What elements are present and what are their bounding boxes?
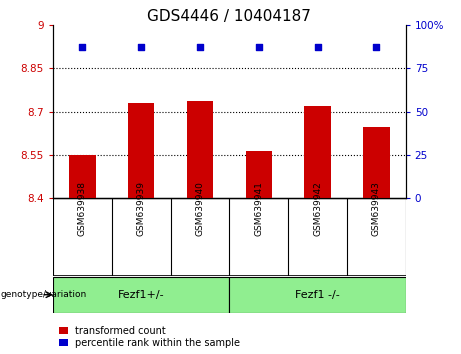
Point (314, 45, 321, 50)
Text: GSM639938: GSM639938 (78, 181, 87, 236)
Bar (229, 277, 406, 313)
Text: GSM639939: GSM639939 (136, 181, 146, 236)
Point (372, 45, 380, 50)
Bar (187, 101, 213, 198)
Legend: transformed count, percentile rank within the sample: transformed count, percentile rank withi… (58, 325, 242, 349)
Point (196, 45, 204, 50)
Text: GSM639941: GSM639941 (254, 181, 263, 236)
Point (79, 45, 86, 50)
Bar (53, 277, 230, 313)
Text: GSM639943: GSM639943 (372, 181, 381, 236)
Bar (246, 150, 272, 198)
Text: Fezf1+/-: Fezf1+/- (118, 290, 165, 300)
Bar (128, 103, 154, 198)
Text: genotype/variation: genotype/variation (1, 290, 87, 299)
Text: Fezf1 -/-: Fezf1 -/- (295, 290, 340, 300)
Bar (363, 127, 390, 198)
Title: GDS4446 / 10404187: GDS4446 / 10404187 (148, 8, 311, 24)
Text: GSM639942: GSM639942 (313, 181, 322, 236)
Bar (69, 155, 95, 198)
Point (255, 45, 262, 50)
Bar (304, 106, 331, 198)
Point (137, 45, 145, 50)
Text: GSM639940: GSM639940 (195, 181, 205, 236)
